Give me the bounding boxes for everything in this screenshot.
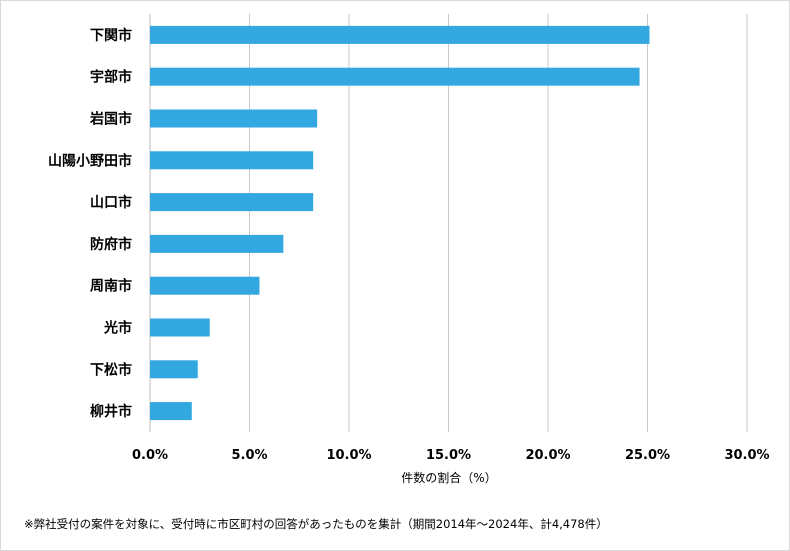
category-label: 光市 xyxy=(103,320,132,337)
category-label: 岩国市 xyxy=(89,111,132,128)
bar xyxy=(150,276,260,295)
category-label: 周南市 xyxy=(90,278,132,295)
bar xyxy=(150,360,198,379)
tick-labels: 0.0% 5.0% 10.0% 15.0% 20.0% 25.0% 30.0% xyxy=(132,448,770,463)
bar xyxy=(150,25,650,44)
x-axis-label: 件数の割合（%） xyxy=(401,470,496,485)
category-label: 山陽小野田市 xyxy=(48,152,132,169)
footnote: ※弊社受付の案件を対象に、受付時に市区町村の回答があったものを集計（期間2014… xyxy=(24,517,608,531)
bar xyxy=(150,402,192,421)
category-label: 防府市 xyxy=(90,236,132,253)
bar xyxy=(150,109,318,128)
category-label: 下関市 xyxy=(90,27,132,44)
x-tick-label: 25.0% xyxy=(625,448,670,463)
bar xyxy=(150,67,640,86)
bar xyxy=(150,234,284,253)
x-tick-label: 15.0% xyxy=(426,448,471,463)
category-label: 山口市 xyxy=(90,194,132,211)
bar xyxy=(150,193,314,212)
x-tick-label: 30.0% xyxy=(724,448,769,463)
category-label: 宇部市 xyxy=(90,69,132,86)
x-tick-label: 10.0% xyxy=(326,448,371,463)
category-label: 下松市 xyxy=(90,361,132,378)
x-tick-label: 0.0% xyxy=(132,448,168,463)
bar xyxy=(150,318,210,337)
x-tick-label: 20.0% xyxy=(525,448,570,463)
bar xyxy=(150,151,314,170)
bars xyxy=(150,25,650,421)
category-label: 柳井市 xyxy=(90,403,132,420)
x-tick-label: 5.0% xyxy=(231,448,267,463)
